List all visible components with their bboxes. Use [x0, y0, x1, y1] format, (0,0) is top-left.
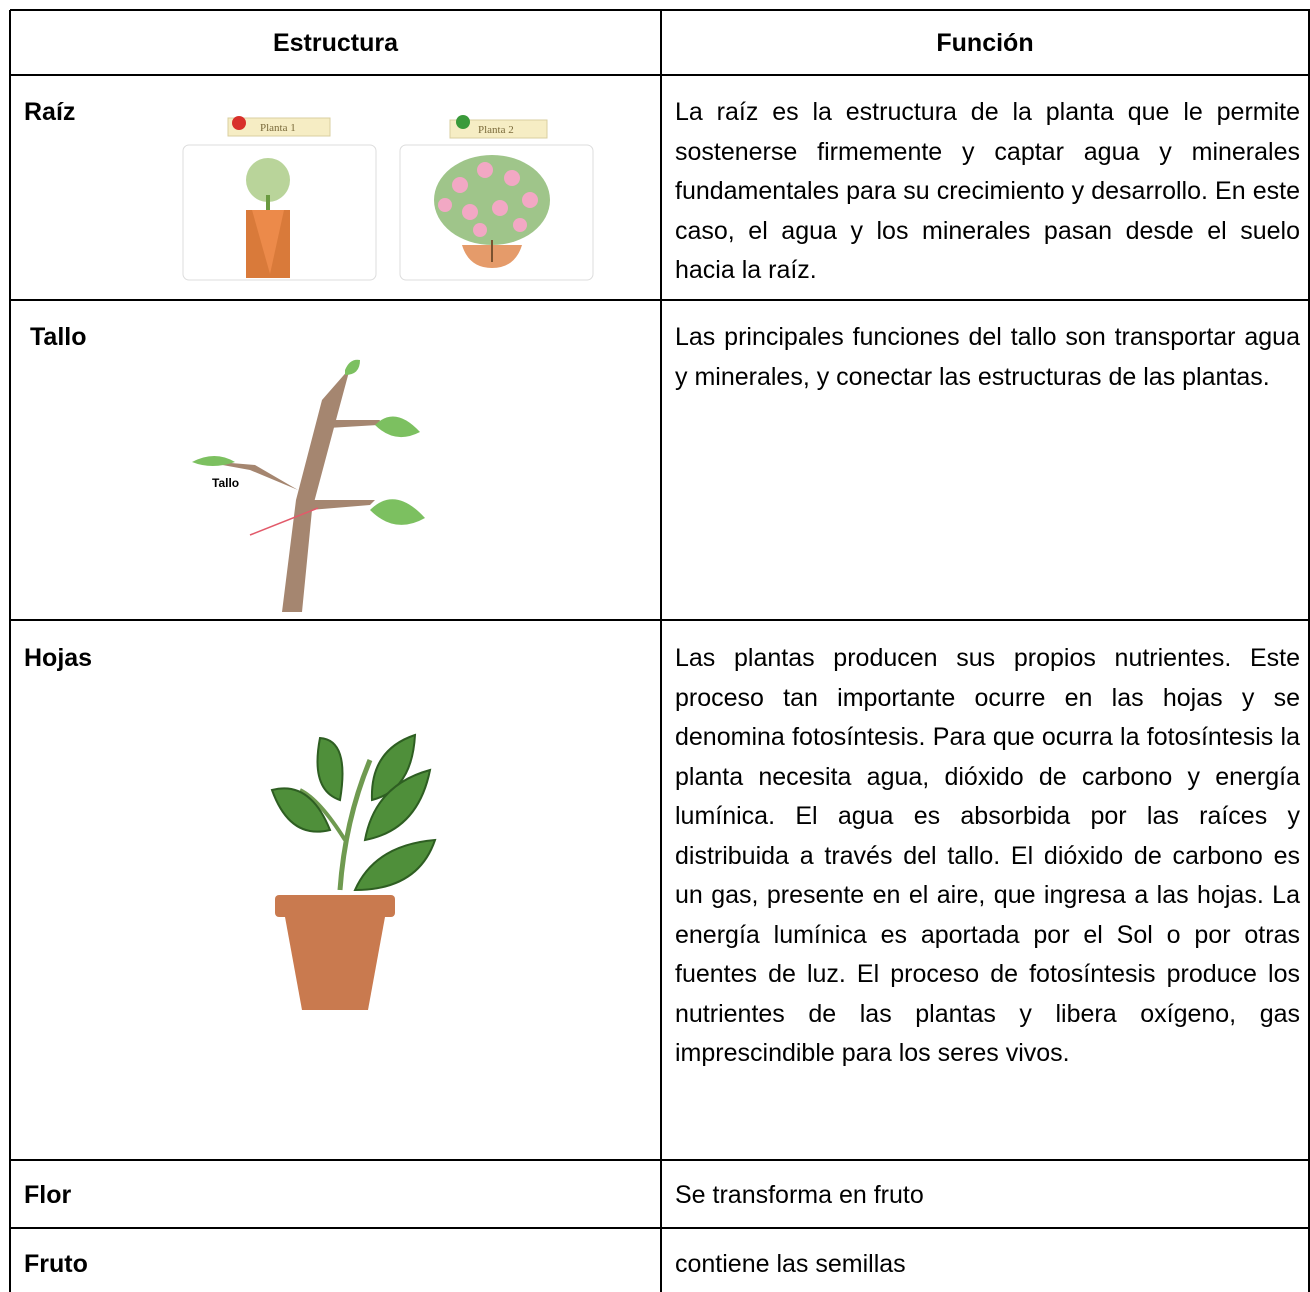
image-label: Planta 1 [260, 122, 296, 134]
function-cell: Se transforma en fruto [675, 1181, 924, 1209]
rule [660, 10, 662, 1292]
structure-cell: Hojas [24, 644, 93, 672]
image-label: Planta 2 [478, 124, 514, 136]
rule [9, 10, 11, 1292]
structure-cell: Raíz [24, 98, 76, 126]
plant-1-illustration: Planta 1 [182, 116, 377, 281]
header-cell: Función [936, 29, 1034, 57]
function-cell: Las principales funciones del tallo son … [675, 323, 1300, 391]
potted-plant-illustration [270, 733, 437, 1010]
image-label: Tallo [212, 476, 239, 490]
function-cell: La raíz es la estructura de la planta qu… [675, 98, 1300, 284]
function-cell: Las plantas producen sus propios nutrien… [675, 644, 1300, 1067]
function-cell: contiene las semillas [675, 1250, 906, 1278]
structure-cell: Tallo [30, 323, 87, 351]
rule [1308, 10, 1310, 1292]
structure-cell: Flor [24, 1181, 72, 1209]
plant-2-illustration: Planta 2 [399, 115, 594, 281]
structure-cell: Fruto [24, 1250, 88, 1278]
header-cell: Estructura [272, 29, 399, 57]
stem-illustration: Tallo [192, 359, 425, 612]
